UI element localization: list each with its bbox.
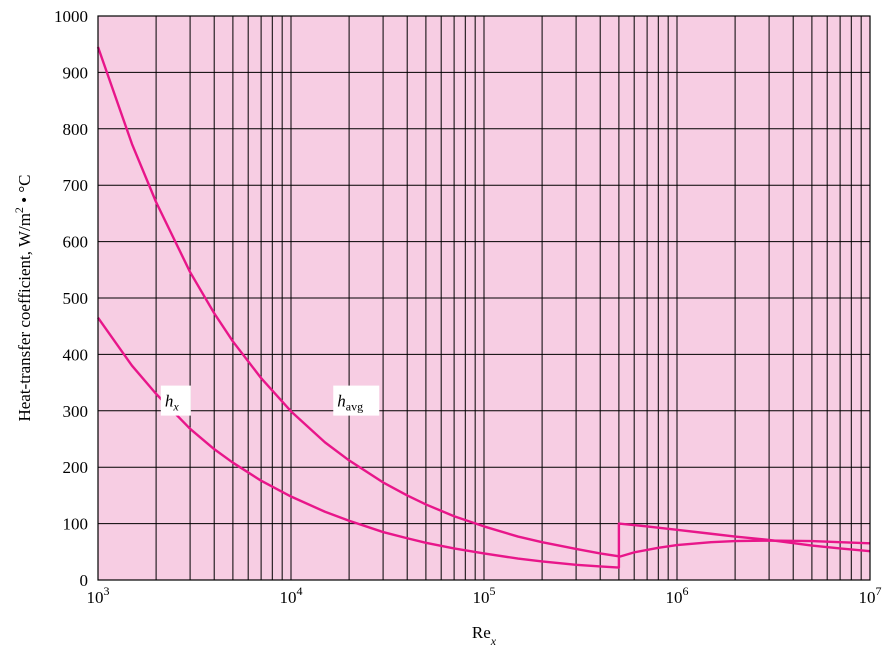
y-tick-label: 800 (63, 120, 89, 139)
y-tick-label: 200 (63, 458, 89, 477)
x-tick-label: 103 (87, 584, 110, 607)
plot-frame (97, 15, 871, 581)
curve-annotations: hx havg (160, 385, 380, 416)
annotation-box (333, 385, 380, 416)
annotation-hx: hx (160, 385, 191, 416)
y-tick-label: 900 (63, 63, 89, 82)
x-tick-base: 10 (280, 588, 297, 607)
y-axis-title-text: Heat-transfer coefficient, W/m (15, 213, 34, 421)
y-tick-label: 300 (63, 402, 89, 421)
y-axis-title-sup: 2 (12, 207, 26, 213)
y-tick-label: 400 (63, 345, 89, 364)
x-tick-exponent: 4 (297, 584, 303, 598)
annotation-havg: havg (333, 385, 380, 416)
annotation-label: hx (165, 392, 180, 414)
x-tick-exponent: 6 (683, 584, 689, 598)
x-tick-label: 107 (859, 584, 882, 607)
y-tick-label: 500 (63, 289, 89, 308)
series-layer (96, 46, 871, 569)
y-tick-label: 1000 (54, 7, 88, 26)
annotation-sub: avg (346, 400, 363, 414)
x-tick-base: 10 (859, 588, 876, 607)
x-axis-title-sub: x (490, 634, 497, 646)
x-tick-base: 10 (87, 588, 104, 607)
annotation-base: h (165, 392, 174, 411)
y-tick-label: 700 (63, 176, 89, 195)
x-axis-title: Rex (472, 623, 497, 646)
annotation-box (160, 385, 191, 416)
y-axis-title: Heat-transfer coefficient, W/m2 • °C (12, 174, 34, 421)
x-tick-base: 10 (473, 588, 490, 607)
x-axis-title-base: Re (472, 623, 491, 642)
x-tick-exponent: 5 (490, 584, 496, 598)
series-line-1 (96, 46, 871, 558)
x-tick-label: 104 (280, 584, 303, 607)
x-tick-exponent: 7 (876, 584, 882, 598)
x-tick-labels: 103 104 105 106 107 (87, 584, 882, 607)
annotation-base: h (337, 392, 346, 411)
y-tick-label: 100 (63, 515, 89, 534)
y-tick-label: 600 (63, 233, 89, 252)
x-tick-base: 10 (666, 588, 683, 607)
y-tick-labels: 0 100 200 300 400 500 600 700 800 900 1000 (54, 7, 88, 590)
x-tick-label: 105 (473, 584, 496, 607)
y-axis-title-tail: • °C (15, 174, 34, 207)
annotation-label: havg (337, 392, 363, 414)
x-tick-exponent: 3 (104, 584, 110, 598)
x-tick-label: 106 (666, 584, 689, 607)
annotation-sub: x (172, 400, 179, 414)
y-tick-label: 0 (80, 571, 89, 590)
series-line-2 (97, 317, 871, 569)
